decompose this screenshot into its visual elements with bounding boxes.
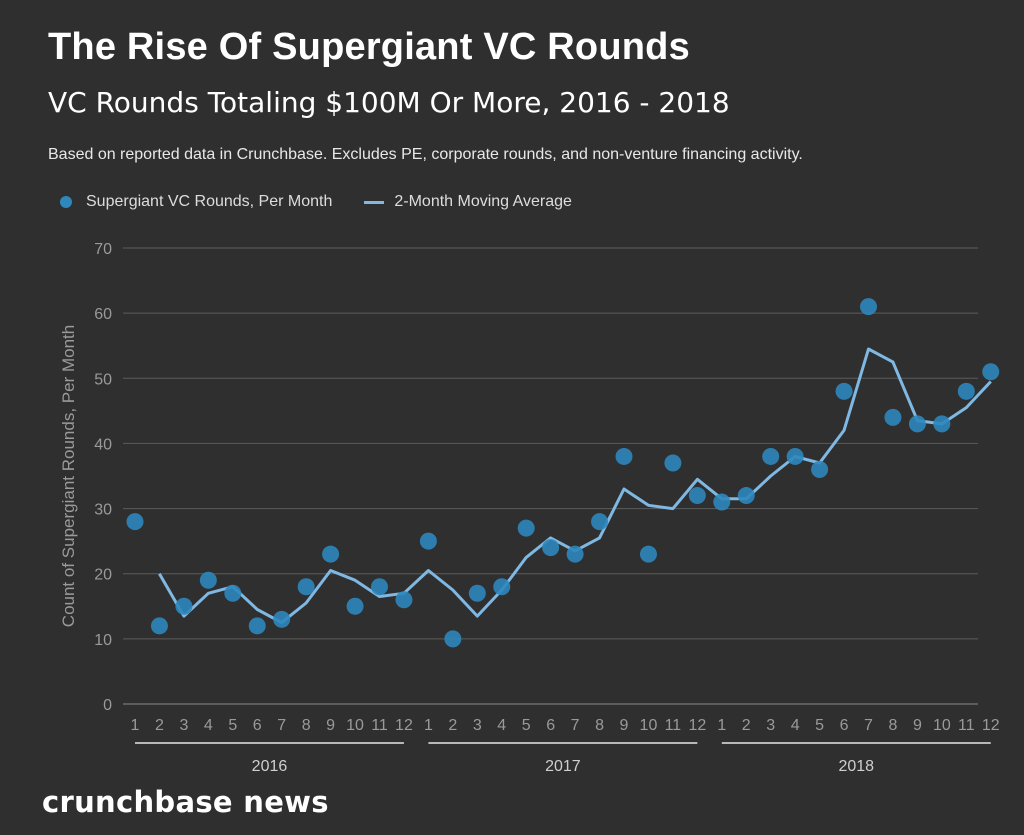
y-tick-label: 30 [94,502,112,519]
data-point [150,617,168,635]
y-tick-label: 10 [94,632,112,649]
x-tick-label: 8 [888,717,897,734]
data-point [639,545,657,563]
data-point [591,513,609,531]
data-point [175,597,193,615]
x-tick-label: 11 [958,717,975,734]
x-tick-label: 2 [448,717,457,734]
data-point [371,578,388,596]
data-point [982,363,1000,381]
x-tick-label: 7 [571,717,580,734]
year-label: 2016 [252,758,288,775]
data-point [468,584,486,602]
x-tick-label: 8 [302,717,311,734]
data-point [566,545,584,563]
data-point [786,447,804,465]
x-tick-label: 7 [277,717,286,734]
x-tick-label: 3 [766,717,775,734]
data-point [688,487,706,505]
x-tick-label: 11 [665,717,682,734]
x-tick-label: 12 [395,717,413,734]
legend-line-icon [364,200,385,204]
x-tick-label: 6 [253,717,262,734]
x-tick-label: 5 [228,717,237,734]
year-label: 2018 [838,758,874,775]
x-tick-label: 5 [522,717,531,734]
x-tick-label: 2 [742,717,751,734]
y-tick-label: 40 [94,436,112,453]
legend: Supergiant VC Rounds, Per Month 2-Month … [60,193,604,211]
x-tick-label: 12 [688,717,706,734]
data-point [713,493,731,511]
data-point [273,610,291,628]
data-point [737,487,755,505]
x-tick-label: 1 [131,717,140,734]
data-point [762,447,780,465]
x-tick-label: 7 [864,717,873,734]
data-point [444,630,462,648]
x-tick-label: 10 [933,717,951,734]
data-point [664,454,682,472]
data-point [322,545,340,563]
data-point [933,415,951,433]
legend-dot-icon [60,196,72,208]
data-point [884,408,902,426]
x-tick-label: 4 [204,717,213,734]
data-point [517,519,535,537]
data-point [860,298,877,316]
x-tick-label: 1 [717,717,726,734]
y-axis-label: Count of Supergiant Rounds, Per Month [59,325,78,627]
y-tick-label: 20 [94,567,112,584]
x-tick-label: 10 [346,717,364,734]
legend-item-line: 2-Month Moving Average [364,193,572,211]
x-tick-label: 3 [473,717,482,734]
x-tick-label: 6 [546,717,555,734]
x-tick-label: 10 [640,717,658,734]
data-point [908,415,926,433]
data-point [297,578,315,596]
x-tick-label: 3 [179,717,188,734]
data-point [126,513,144,531]
x-tick-label: 5 [815,717,824,734]
year-label: 2017 [545,758,581,775]
x-tick-label: 11 [371,717,388,734]
data-point [395,591,413,609]
data-point [835,382,853,400]
data-point [811,460,829,478]
legend-label-line: 2-Month Moving Average [394,193,572,210]
data-point [615,447,633,465]
brand-logo: crunchbase news [42,785,329,819]
legend-label-points: Supergiant VC Rounds, Per Month [86,193,333,210]
data-point [493,578,511,596]
moving-average-line [158,347,992,625]
x-tick-label: 9 [913,717,922,734]
data-point [199,571,217,589]
y-tick-label: 50 [94,371,112,388]
x-tick-label: 12 [982,717,1000,734]
x-tick-label: 4 [791,717,800,734]
x-tick-label: 9 [326,717,335,734]
data-point [419,532,437,550]
y-tick-label: 70 [94,241,112,258]
data-point [346,597,364,615]
data-point [224,584,242,602]
x-tick-label: 1 [424,717,433,734]
x-tick-label: 9 [620,717,629,734]
x-tick-label: 4 [497,717,506,734]
data-point [542,539,560,557]
x-tick-label: 8 [595,717,604,734]
data-point [957,382,975,400]
x-tick-label: 2 [155,717,164,734]
y-tick-label: 0 [103,697,112,714]
legend-item-points: Supergiant VC Rounds, Per Month [60,193,332,211]
data-point [248,617,266,635]
chart-subtitle: VC Rounds Totaling $100M Or More, 2016 -… [48,86,730,119]
chart-note: Based on reported data in Crunchbase. Ex… [48,146,803,163]
x-tick-label: 6 [840,717,849,734]
chart-title: The Rise Of Supergiant VC Rounds [48,26,690,68]
y-tick-label: 60 [94,306,112,323]
